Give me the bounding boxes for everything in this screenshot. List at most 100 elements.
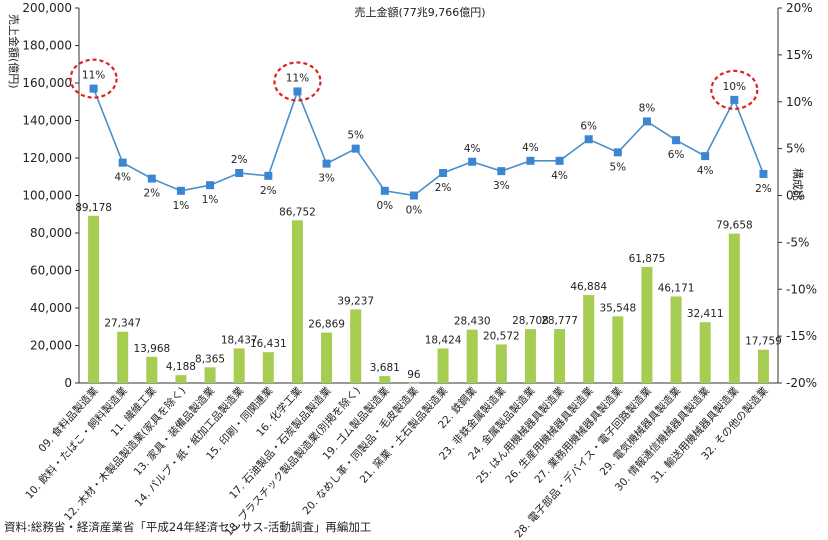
bar (233, 348, 245, 383)
line-point (322, 159, 331, 168)
y-tick-left-label: 80,000 (30, 226, 72, 240)
y-tick-left-label: 100,000 (22, 189, 72, 203)
line-point (89, 84, 98, 93)
line-value-label: 2% (143, 188, 160, 200)
line-value-label: 3% (318, 173, 335, 185)
line-point (206, 181, 215, 190)
line-value-label: 6% (580, 120, 597, 132)
line-value-label: 1% (173, 200, 190, 212)
bar (321, 332, 333, 383)
bar-value-label: 46,171 (658, 282, 695, 294)
line-value-label: 0% (406, 205, 423, 217)
line-point (701, 152, 710, 161)
y-tick-left-label: 180,000 (22, 39, 72, 53)
bar (146, 356, 158, 383)
bar (670, 296, 682, 383)
bar-value-label: 4,188 (166, 361, 196, 373)
bar (204, 367, 216, 383)
bar (291, 220, 303, 383)
line-value-label: 4% (697, 165, 714, 177)
line-point (468, 157, 477, 166)
bar (554, 329, 566, 383)
line-value-label: 5% (347, 130, 364, 142)
x-tick-label: 18. プラスチック製品製造業(別掲を除く) (222, 384, 363, 538)
bar-value-label: 16,431 (250, 338, 287, 350)
line-point (176, 186, 185, 195)
bar-value-label: 28,430 (454, 316, 491, 328)
y-tick-left-label: 160,000 (22, 76, 72, 90)
line-value-label: 2% (435, 182, 452, 194)
line-point (409, 191, 418, 200)
bar (699, 322, 711, 383)
bar-value-label: 8,365 (195, 353, 225, 365)
line-point (613, 148, 622, 157)
line-value-label: 11% (82, 70, 105, 82)
line-point (759, 169, 768, 178)
line-point (584, 135, 593, 144)
line-point (642, 117, 651, 126)
line-value-label: 2% (755, 183, 772, 195)
bar-value-label: 32,411 (687, 308, 724, 320)
line-value-label: 2% (231, 154, 248, 166)
line-value-label: 10% (723, 81, 746, 93)
line-point (264, 171, 273, 180)
line-point (497, 167, 506, 176)
bar-value-label: 28,708 (512, 315, 549, 327)
line-point (380, 186, 389, 195)
bar-value-label: 35,548 (599, 302, 636, 314)
line-value-label: 11% (286, 72, 309, 84)
highlight-circle (273, 61, 322, 102)
bar (350, 309, 362, 383)
highlight-circle (69, 58, 118, 99)
y-tick-left-label: 200,000 (22, 1, 72, 15)
line-value-label: 4% (551, 170, 568, 182)
line-point (147, 174, 156, 183)
bar-value-label: 39,237 (337, 295, 374, 307)
y-axis-left-title: 売上金額(億円) (7, 14, 21, 89)
y-tick-right-label: 15% (786, 48, 813, 62)
line-value-label: 4% (114, 172, 131, 184)
y-tick-right-label: 20% (786, 1, 813, 15)
bar-value-label: 96 (407, 369, 421, 381)
bar-value-label: 28,777 (541, 315, 578, 327)
y-tick-left-label: 120,000 (22, 151, 72, 165)
bar (495, 344, 507, 383)
y-tick-right-label: -10% (786, 282, 817, 296)
y-tick-right-label: -20% (786, 376, 817, 390)
y-tick-right-label: -5% (786, 235, 809, 249)
bar (262, 352, 274, 383)
bar (757, 349, 769, 383)
bar (379, 376, 391, 383)
bar (175, 375, 187, 383)
line-point (730, 95, 739, 104)
line-point (118, 158, 127, 167)
bar (524, 329, 536, 383)
y-tick-left-label: 0 (64, 376, 72, 390)
bar-value-label: 79,658 (716, 220, 753, 232)
y-tick-left-label: 20,000 (30, 339, 72, 353)
bar-value-label: 89,178 (75, 202, 112, 214)
y-tick-left-label: 60,000 (30, 264, 72, 278)
bar-value-label: 17,759 (745, 336, 782, 348)
y-tick-right-label: -15% (786, 329, 817, 343)
y-tick-right-label: 5% (786, 142, 805, 156)
bar (437, 348, 449, 383)
plot-area: 0 20,000 40,000 60,000 80,000 100,000 120,000 1… (22, 1, 817, 540)
chart-title: 売上金額(77兆9,766億円) (354, 5, 485, 19)
bar (408, 382, 420, 384)
line-value-label: 2% (260, 185, 277, 197)
line-value-label: 5% (609, 161, 626, 173)
bar-value-label: 18,437 (221, 334, 258, 346)
line-point (439, 169, 448, 177)
y-tick-right-label: 10% (786, 95, 813, 109)
source-note: 資料:総務省・経済産業省「平成24年経済センサス-活動調査」再編加工 (4, 520, 371, 534)
bar-value-label: 18,424 (425, 334, 462, 346)
bar-value-label: 3,681 (370, 362, 400, 374)
y-tick-left-label: 140,000 (22, 114, 72, 128)
bar (466, 329, 478, 383)
bar-value-label: 13,968 (133, 343, 170, 355)
line-point (555, 156, 564, 165)
bar-value-label: 20,572 (483, 330, 520, 342)
line-point (351, 144, 360, 153)
